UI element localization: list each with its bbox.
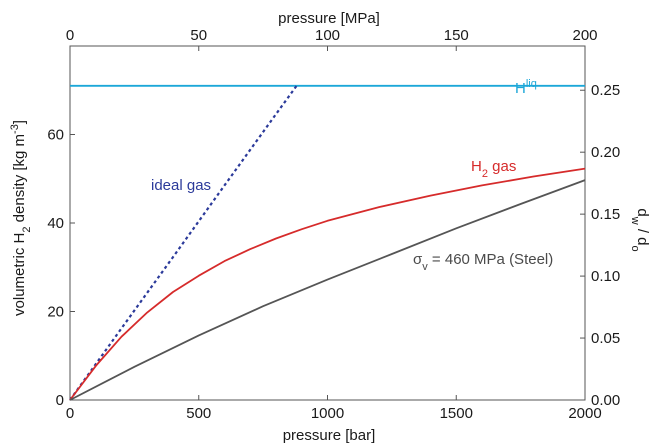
bottom-axis-ticks: 0 500 1000 1500 2000	[66, 395, 602, 422]
series-ideal-gas-line	[69, 85, 298, 401]
x-top-tick-label: 100	[315, 27, 340, 44]
x-top-tick-label: 150	[444, 27, 469, 44]
y-left-tick-label: 20	[47, 304, 64, 321]
y-axis-title-left: volumetric H2 density [kg m-3]	[9, 120, 33, 316]
y-axis-title-right: dw / do	[629, 208, 651, 251]
y-right-tick-label: 0.10	[591, 268, 620, 285]
x-axis-title-top: pressure [MPa]	[278, 10, 380, 27]
series-layer	[69, 84, 586, 401]
series-steel-line	[69, 179, 586, 401]
label-steel: σv = 460 MPa (Steel)	[413, 251, 553, 273]
right-axis-ticks: 0.00 0.05 0.10 0.15 0.20 0.25	[580, 82, 620, 409]
y-right-tick-label: 0.00	[591, 392, 620, 409]
y-right-tick-label: 0.15	[591, 206, 620, 223]
x-bottom-tick-label: 1000	[311, 405, 344, 422]
axes-frame	[69, 45, 586, 401]
x-top-tick-label: 0	[66, 27, 74, 44]
series-h2-gas-line	[69, 167, 586, 401]
left-axis-ticks: 0 20 40 60	[47, 127, 75, 409]
top-axis-ticks: 0 50 100 150 200	[66, 27, 598, 51]
x-top-tick-label: 50	[190, 27, 207, 44]
y-right-tick-label: 0.25	[591, 82, 620, 99]
y-left-tick-label: 0	[56, 392, 64, 409]
plot-frame	[69, 45, 586, 401]
x-bottom-tick-label: 0	[66, 405, 74, 422]
series-labels: Hliq ideal gas H2 gas σv = 460 MPa (Stee…	[151, 78, 553, 273]
y-right-tick-label: 0.05	[591, 330, 620, 347]
label-h2-liquid: Hliq	[515, 78, 537, 97]
y-left-tick-label: 40	[47, 215, 64, 232]
x-top-tick-label: 200	[572, 27, 597, 44]
label-h2-gas: H2 gas	[471, 158, 516, 180]
y-right-tick-label: 0.20	[591, 144, 620, 161]
x-bottom-tick-label: 1500	[440, 405, 473, 422]
label-ideal-gas: ideal gas	[151, 177, 211, 194]
x-bottom-tick-label: 2000	[568, 405, 601, 422]
x-axis-title-bottom: pressure [bar]	[283, 427, 376, 444]
x-bottom-tick-label: 500	[186, 405, 211, 422]
y-left-tick-label: 60	[47, 127, 64, 144]
